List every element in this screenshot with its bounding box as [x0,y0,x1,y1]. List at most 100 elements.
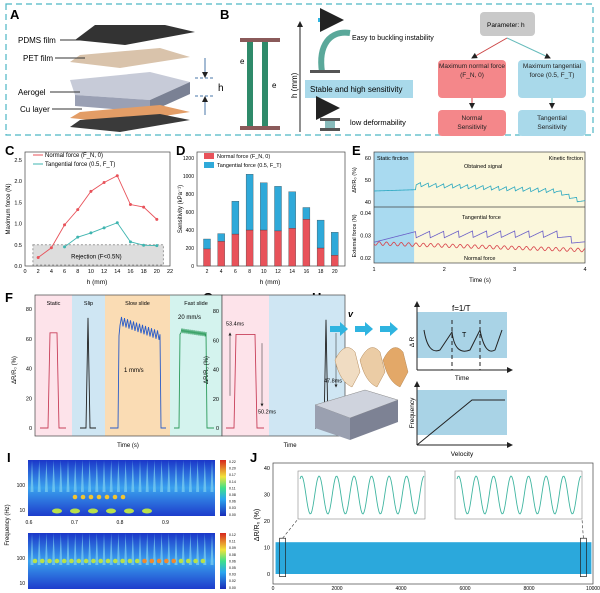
y-tick-label: 0 [29,426,32,432]
signal-label: Obtained signal [464,164,502,170]
flow-tangential-box [518,60,586,98]
hotspot [88,508,98,514]
heatmap-ridge [181,460,185,492]
flow-arrow [506,37,551,59]
hotspot [171,558,176,564]
static-trace [40,332,66,429]
electron-label: e [240,57,245,66]
y-tick-label: 200 [186,246,195,252]
y-axis-label: ΔR/R₀ (%) [204,356,210,384]
heatmap-ridge [88,533,92,565]
hotspot [193,558,198,564]
panel-a-layers [50,25,215,132]
legend-label: Tangential force (0.5, F_T) [45,162,115,168]
hotspot [112,494,118,500]
formula-label: f=1/T [452,304,471,313]
heatmap-ridge [73,460,77,492]
low-deformability-note: low deformability [350,118,406,127]
x-axis-label: Time [455,375,470,382]
hotspot [54,558,60,564]
colorbar-label: 0.06 [229,500,236,504]
rejection-region [32,244,164,266]
short-pillar [325,121,335,128]
finger-icon [359,347,386,388]
x-tick-label: 0.6 [26,520,33,526]
region-bg [105,295,170,436]
static-region [374,152,415,263]
hotspot [178,558,184,564]
x-tick-label: 4 [583,267,586,273]
buckling-note: Easy to buckling instability [352,35,434,42]
heatmap-ridge [116,460,120,492]
electron-label: e [272,81,277,90]
panel-label-e: E [352,143,361,158]
data-point [63,245,67,249]
arrow-icon [380,322,398,336]
y-tick-label: 80 [213,309,219,315]
panel-label-a: A [10,7,20,22]
region-label: Static [47,301,61,307]
heatmap-ridge [66,460,70,492]
flow-arrow [471,37,508,59]
bar [316,247,325,267]
bar [274,230,282,267]
data-point [142,243,146,247]
plot-frame [24,151,171,267]
y-tick-label: 1.0 [14,222,22,228]
tangential-line [373,230,586,244]
layer-label-aerogel: Aerogel [18,88,46,97]
region-label: Fast slide [184,301,208,307]
slow-slide-trace [110,316,166,429]
heatmap-ridge [80,460,84,492]
colorbar-label: 0.17 [229,473,236,477]
heatmap-ridge [102,533,106,565]
hotspot [164,558,169,564]
y-axis-label: ΔR/R₀ (%) [12,356,18,384]
heatmap-ridge [145,460,149,492]
data-point [128,203,132,207]
heatmap-ridge [80,533,84,565]
panel-b-pillars [240,8,413,132]
x-tick-label: 6 [63,269,66,275]
arrow-icon [355,322,373,336]
x-tick-label: 2000 [331,586,342,592]
heatmap-ridge [44,460,48,492]
arrow-icon [330,322,348,336]
y-axis-label: Δ R [409,336,416,347]
hotspot [61,558,67,564]
y-tick-label: 800 [186,192,195,198]
series-line [64,222,157,248]
annotation: 50.2ms [258,409,276,415]
normal-line [373,241,586,253]
heatmap-ridge [131,533,135,565]
legend-swatch [204,162,214,168]
x-axis-label: Time (s) [469,278,491,284]
electrode-top [240,38,280,42]
hotspot [142,508,152,514]
hotspot [120,558,125,564]
y-tick-label: 0.04 [360,211,371,217]
panel-label-i: I [7,450,11,465]
data-point [63,223,67,227]
flow-root-box [480,12,535,36]
rejection-label: Rejection (F<0.5N) [71,254,122,260]
colorbar-label: 0.06 [229,559,236,563]
slip-trace [80,317,96,429]
data-point [76,208,80,212]
hotspot [106,508,116,514]
y-tick-label: 1000 [183,174,194,180]
legend-swatch [204,153,214,159]
x-tick-label: 0 [272,586,275,592]
flow-normal-box [438,60,506,98]
velocity-label: v [348,309,354,319]
data-point [155,217,159,221]
heatmap-ridge [196,460,200,492]
heatmap-ridge [138,533,142,565]
x-tick-label: 10 [88,269,94,275]
heatmap-ridge [188,533,192,565]
hotspot [124,508,134,514]
x-tick-label: 8000 [523,586,534,592]
inset-wave [456,475,582,515]
y-axis-label: ΔR/R₀ (%) [254,509,261,541]
